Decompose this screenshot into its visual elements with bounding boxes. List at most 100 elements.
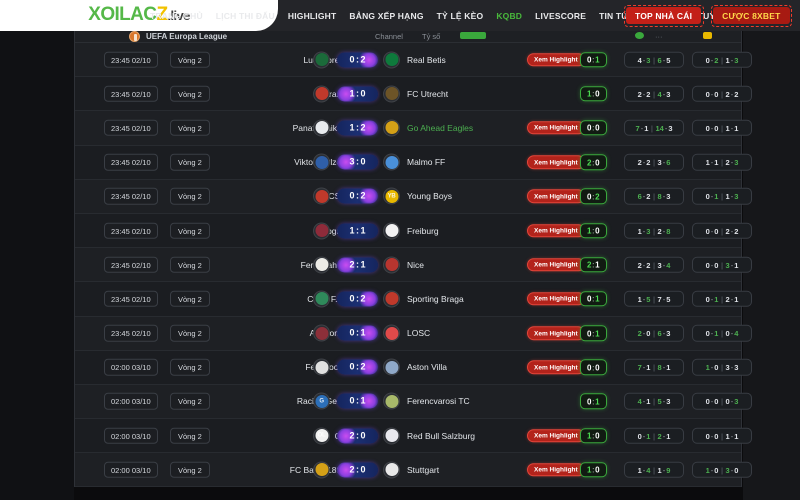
away-team-name[interactable]: Nice bbox=[407, 259, 425, 270]
score-pill: 0:2 bbox=[337, 291, 378, 307]
home-team-name[interactable]: Bologna bbox=[314, 225, 346, 236]
watch-highlight-button[interactable]: Xem Highlight bbox=[527, 360, 585, 375]
halftime-away-score: 1 bbox=[595, 397, 600, 407]
away-team-name[interactable]: Stuttgart bbox=[407, 464, 440, 475]
away-team-name[interactable]: Young Boys bbox=[407, 191, 453, 202]
stat-divider: | bbox=[720, 465, 724, 475]
stat-divider: | bbox=[720, 431, 724, 441]
stat-group-corners: 7-1 | 14-3 bbox=[624, 119, 684, 137]
watch-highlight-button[interactable]: Xem Highlight bbox=[527, 223, 585, 238]
halftime-away-score: 0 bbox=[595, 157, 600, 167]
away-team-name[interactable]: FC Utrecht bbox=[407, 88, 449, 99]
away-team-crest-icon bbox=[383, 461, 400, 479]
league-label-group[interactable]: UEFA Europa League bbox=[129, 31, 227, 42]
halftime-score-pill: 0:1 bbox=[580, 393, 607, 410]
logo[interactable]: XOILACZ.live bbox=[0, 0, 278, 31]
match-time: 23:45 02/10 bbox=[104, 324, 158, 342]
stat-value: 0 bbox=[714, 226, 719, 236]
nav-item-lịch-thi-đấu[interactable]: LỊCH THI ĐẤU bbox=[215, 10, 275, 21]
stat-dash: - bbox=[710, 192, 714, 202]
away-team-name[interactable]: Real Betis bbox=[407, 54, 446, 65]
stat-divider: | bbox=[720, 294, 724, 304]
stat-value: 0 bbox=[714, 123, 719, 133]
cta-gold[interactable]: CƯỢC 8XBET bbox=[710, 4, 792, 27]
column-header-channel: Channel bbox=[375, 32, 403, 41]
cta-red[interactable]: TOP NHÀ CÁI bbox=[623, 4, 704, 27]
stat-dash: - bbox=[642, 363, 646, 373]
watch-highlight-button[interactable]: Xem Highlight bbox=[527, 428, 585, 443]
stat-value: 0 bbox=[714, 431, 719, 441]
match-time: 02:00 03/10 bbox=[104, 461, 158, 479]
stat-value: 0 bbox=[705, 226, 710, 236]
watch-highlight-button[interactable]: Xem Highlight bbox=[527, 121, 585, 135]
watch-highlight-button[interactable]: Xem Highlight bbox=[527, 463, 585, 477]
watch-highlight-button[interactable]: Xem Highlight bbox=[527, 155, 585, 169]
table-row[interactable]: 23:45 02/10 Vòng 2 Viktoria Plzen 3:0 Malmo … bbox=[75, 145, 752, 180]
away-team-name[interactable]: Aston Villa bbox=[407, 362, 448, 373]
away-team-name[interactable]: Freiburg bbox=[407, 225, 439, 236]
away-team-crest-icon bbox=[383, 427, 400, 445]
stat-dash: - bbox=[710, 397, 714, 407]
stat-value: 2 bbox=[637, 328, 642, 338]
nav-item-trang-chủ[interactable]: TRANG CHỦ bbox=[150, 10, 203, 21]
home-team-name[interactable]: Brann bbox=[323, 88, 346, 99]
away-team-name[interactable]: Go Ahead Eagles bbox=[407, 122, 474, 133]
stat-value: 3 bbox=[646, 55, 651, 65]
stat-divider: | bbox=[720, 89, 724, 99]
away-team-crest-icon bbox=[383, 51, 400, 69]
stat-value: 0 bbox=[705, 431, 710, 441]
stat-dash: - bbox=[710, 328, 714, 338]
home-team-name[interactable]: FCSB bbox=[323, 191, 346, 202]
table-row[interactable]: 02:00 03/10 Vòng 2 Racing Genk G 0:1 Ferencva… bbox=[75, 385, 752, 420]
nav-item-tỷ-lệ-kèo[interactable]: TỶ LỆ KÈO bbox=[436, 10, 484, 21]
nav-item-bảng-xếp-hạng[interactable]: BẢNG XẾP HẠNG bbox=[349, 10, 424, 21]
nav-item-highlight[interactable]: HIGHLIGHT bbox=[287, 10, 337, 21]
table-row[interactable]: 23:45 02/10 Vòng 2 Bologna 1:1 Freiburg Xem H… bbox=[75, 213, 752, 249]
home-team-crest-icon bbox=[313, 324, 330, 342]
away-team-name[interactable]: Red Bull Salzburg bbox=[407, 430, 476, 441]
stat-value: 2 bbox=[725, 89, 730, 99]
stat-value: 3 bbox=[657, 157, 662, 167]
watch-highlight-button[interactable]: Xem Highlight bbox=[527, 326, 585, 340]
stat-value: 2 bbox=[637, 89, 642, 99]
stat-value: 14 bbox=[655, 123, 664, 133]
stat-dash: - bbox=[662, 192, 666, 202]
score-separator: : bbox=[356, 54, 359, 65]
stat-dash: - bbox=[642, 55, 646, 65]
away-team-crest-icon bbox=[383, 85, 400, 103]
halftime-separator: : bbox=[591, 260, 595, 270]
home-team-crest-icon bbox=[313, 51, 330, 69]
away-team-name[interactable]: Ferencvarosi TC bbox=[407, 396, 470, 407]
stat-dash: - bbox=[662, 157, 666, 167]
watch-highlight-button[interactable]: Xem Highlight bbox=[527, 257, 585, 272]
table-row[interactable]: 23:45 02/10 Vòng 2 Brann 1:0 FC Utrecht 1:0 2-… bbox=[75, 77, 752, 112]
score-separator: : bbox=[356, 361, 359, 372]
away-team-name[interactable]: Malmo FF bbox=[407, 157, 446, 168]
stat-value: 0 bbox=[714, 363, 719, 373]
away-team-crest-icon bbox=[383, 153, 400, 171]
nav-item-livescore[interactable]: LIVESCORE bbox=[535, 10, 587, 21]
stat-value: 4 bbox=[637, 397, 642, 407]
away-team-name[interactable]: Sporting Braga bbox=[407, 293, 464, 304]
away-score: 2 bbox=[360, 361, 366, 372]
stat-value: 0 bbox=[705, 260, 710, 270]
watch-highlight-button[interactable]: Xem Highlight bbox=[527, 292, 585, 306]
stat-dash: - bbox=[642, 397, 646, 407]
score-separator: : bbox=[356, 88, 359, 99]
halftime-separator: : bbox=[591, 363, 595, 373]
nav-item-kqbd[interactable]: KQBD bbox=[496, 10, 523, 21]
nav-item-tin-tức[interactable]: TIN TỨC bbox=[599, 10, 635, 21]
watch-highlight-button[interactable]: Xem Highlight bbox=[527, 189, 585, 204]
away-team-name[interactable]: LOSC bbox=[407, 328, 431, 339]
stat-dash: - bbox=[710, 294, 714, 304]
watch-highlight-button[interactable]: Xem Highlight bbox=[527, 52, 585, 67]
table-row[interactable]: 23:45 02/10 Vòng 2 FCSB 0:2 YB Young Boys Xem … bbox=[75, 180, 752, 214]
